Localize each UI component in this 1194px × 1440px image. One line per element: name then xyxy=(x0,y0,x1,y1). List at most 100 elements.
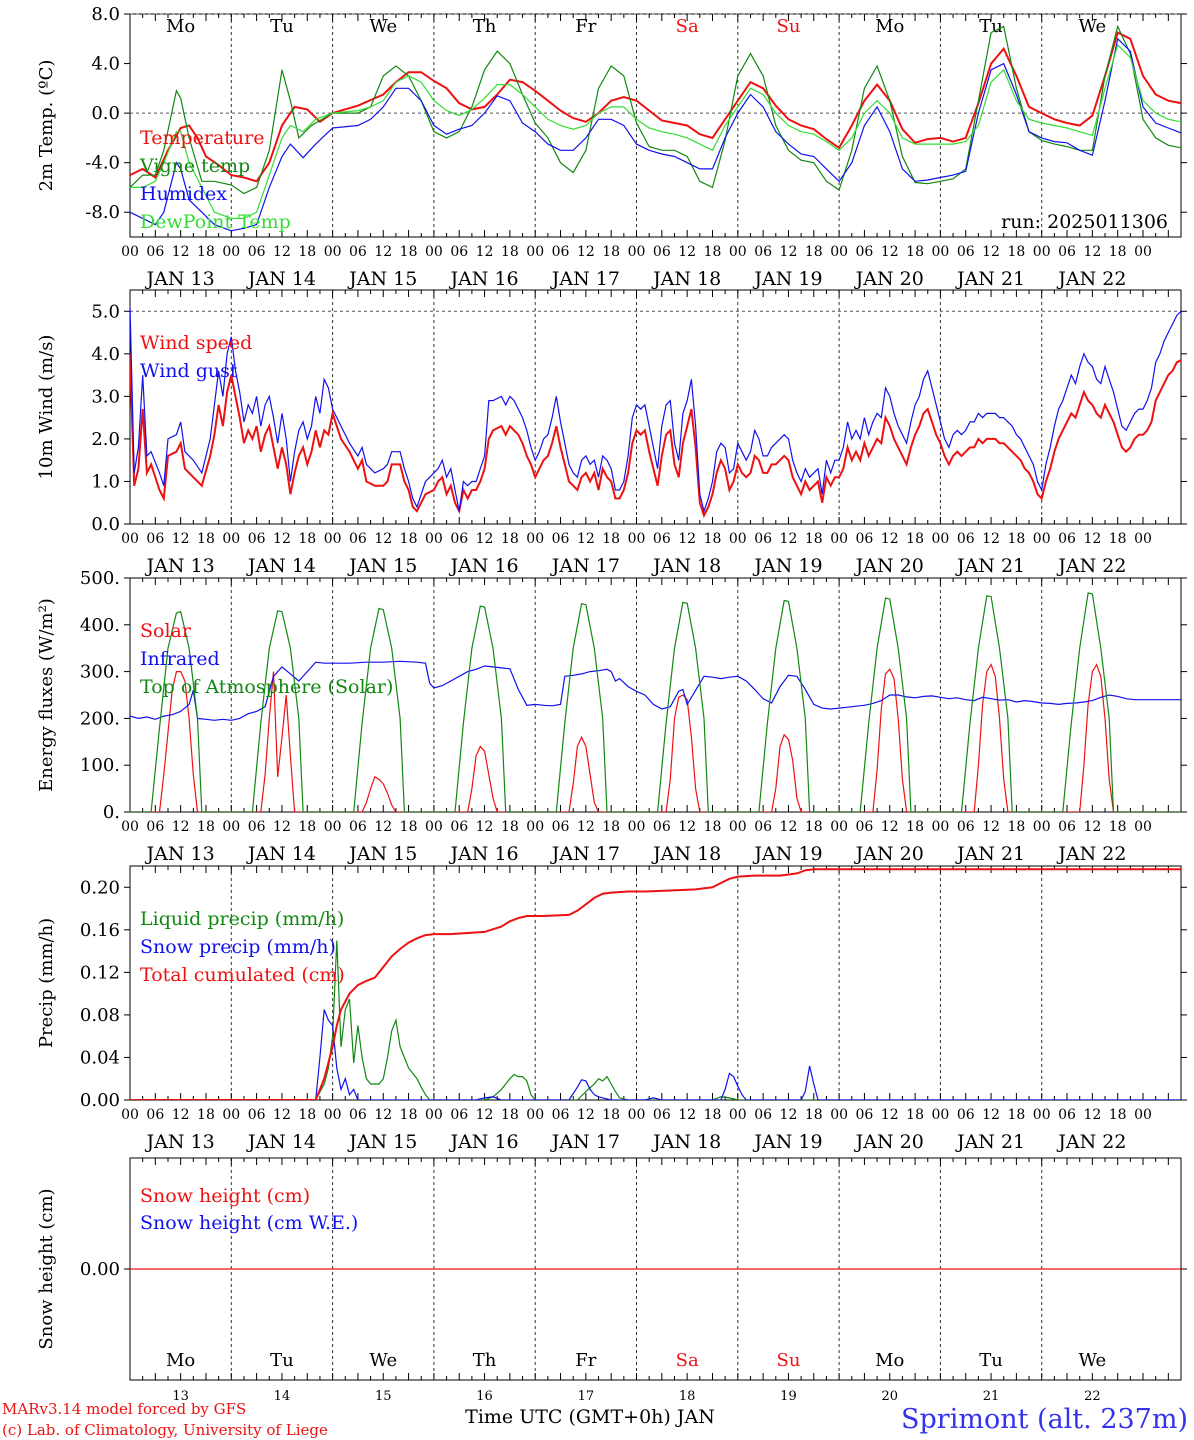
hour-tick-label: 18 xyxy=(805,1107,823,1123)
hour-tick-label: 18 xyxy=(602,244,620,260)
hour-tick-label: 06 xyxy=(450,531,468,547)
hour-tick-label: 00 xyxy=(1033,531,1051,547)
hour-tick-label: 12 xyxy=(273,244,291,260)
y-tick-label: 500. xyxy=(80,568,120,589)
hour-tick-label: 12 xyxy=(678,531,696,547)
hour-tick-label: 12 xyxy=(881,531,899,547)
series-line-wind-gust xyxy=(130,306,1181,514)
legend-entry: Total cumulated (cm) xyxy=(140,964,345,986)
hour-tick-label: 18 xyxy=(1007,531,1025,547)
y-axis-label: 2m Temp. (ºC) xyxy=(36,60,57,192)
date-label: JAN 20 xyxy=(854,843,924,865)
day-number-label: 13 xyxy=(172,1389,189,1404)
hour-tick-label: 00 xyxy=(628,819,646,835)
hour-tick-label: 00 xyxy=(830,531,848,547)
day-number-label: 17 xyxy=(578,1389,595,1404)
date-label: JAN 19 xyxy=(752,268,822,290)
hour-tick-label: 12 xyxy=(678,819,696,835)
hour-tick-label: 18 xyxy=(805,819,823,835)
hour-tick-label: 00 xyxy=(324,1107,342,1123)
day-number-label: 16 xyxy=(476,1389,493,1404)
hour-tick-label: 12 xyxy=(780,819,798,835)
hour-tick-label: 18 xyxy=(704,244,722,260)
date-label: JAN 22 xyxy=(1056,555,1126,577)
hour-tick-label: 18 xyxy=(197,531,215,547)
legend-entry: Wind gust xyxy=(140,360,238,382)
hour-tick-label: 12 xyxy=(374,531,392,547)
hour-tick-label: 12 xyxy=(780,244,798,260)
legend-entry: Top of Atmosphere (Solar) xyxy=(140,676,393,698)
date-label: JAN 22 xyxy=(1056,843,1126,865)
hour-tick-label: 06 xyxy=(552,244,570,260)
hour-tick-label: 06 xyxy=(349,819,367,835)
day-number-label: 22 xyxy=(1084,1389,1101,1404)
day-of-week-label: Mo xyxy=(166,16,195,37)
date-label: JAN 19 xyxy=(752,1131,822,1153)
y-tick-label: 2.0 xyxy=(91,429,120,450)
hour-tick-label: 12 xyxy=(881,244,899,260)
hour-tick-label: 00 xyxy=(121,244,139,260)
day-number-label: 14 xyxy=(274,1389,291,1404)
hour-tick-label: 00 xyxy=(1134,1107,1152,1123)
hour-tick-label: 18 xyxy=(602,531,620,547)
day-number-label: 15 xyxy=(375,1389,392,1404)
date-label: JAN 13 xyxy=(145,555,215,577)
day-number-label: 20 xyxy=(881,1389,898,1404)
hour-tick-label: 12 xyxy=(172,1107,190,1123)
legend-entry: Snow precip (mm/h) xyxy=(140,936,336,958)
hour-tick-label: 00 xyxy=(1134,244,1152,260)
y-tick-label: 0.16 xyxy=(80,920,120,941)
series-line-temperature xyxy=(130,31,1181,183)
date-label: JAN 20 xyxy=(854,1131,924,1153)
hour-tick-label: 06 xyxy=(653,1107,671,1123)
hour-tick-label: 18 xyxy=(704,819,722,835)
hour-tick-label: 18 xyxy=(298,819,316,835)
day-of-week-label: We xyxy=(1079,1350,1107,1371)
hour-tick-label: 18 xyxy=(400,244,418,260)
hour-tick-label: 06 xyxy=(957,244,975,260)
hour-tick-label: 18 xyxy=(400,1107,418,1123)
hour-tick-label: 00 xyxy=(931,1107,949,1123)
y-tick-label: 400. xyxy=(80,615,120,636)
day-of-week-label: Tu xyxy=(979,1350,1003,1371)
y-axis-label: Precip (mm/h) xyxy=(36,918,57,1048)
hour-tick-label: 12 xyxy=(374,819,392,835)
hour-tick-label: 18 xyxy=(298,531,316,547)
legend-entry: Snow height (cm W.E.) xyxy=(140,1212,358,1234)
hour-tick-label: 06 xyxy=(146,819,164,835)
hour-tick-label: 06 xyxy=(1058,1107,1076,1123)
date-label: JAN 20 xyxy=(854,555,924,577)
hour-tick-label: 06 xyxy=(653,531,671,547)
hour-tick-label: 12 xyxy=(678,1107,696,1123)
series-line-vigne-temp xyxy=(130,24,1181,195)
date-label: JAN 17 xyxy=(550,1131,620,1153)
hour-tick-label: 18 xyxy=(906,244,924,260)
hour-tick-label: 18 xyxy=(501,1107,519,1123)
hour-tick-label: 12 xyxy=(273,1107,291,1123)
hour-tick-label: 06 xyxy=(248,244,266,260)
day-number-label: 21 xyxy=(983,1389,1000,1404)
hour-tick-label: 06 xyxy=(653,819,671,835)
hour-tick-label: 12 xyxy=(780,531,798,547)
hour-tick-label: 12 xyxy=(374,1107,392,1123)
hour-tick-label: 00 xyxy=(628,244,646,260)
hour-tick-label: 18 xyxy=(1109,1107,1127,1123)
hour-tick-label: 18 xyxy=(906,819,924,835)
station-name: Sprimont (alt. 237m) xyxy=(901,1404,1188,1435)
series-line-wind-speed xyxy=(130,353,1181,519)
date-label: JAN 14 xyxy=(246,1131,316,1153)
hour-tick-label: 00 xyxy=(729,531,747,547)
hour-tick-label: 18 xyxy=(197,819,215,835)
hour-tick-label: 06 xyxy=(248,1107,266,1123)
date-label: JAN 17 xyxy=(550,268,620,290)
hour-tick-label: 06 xyxy=(349,531,367,547)
hour-tick-label: 06 xyxy=(856,819,874,835)
day-of-week-label: Tu xyxy=(979,16,1003,37)
hour-tick-label: 00 xyxy=(222,244,240,260)
day-of-week-label: Mo xyxy=(166,1350,195,1371)
hour-tick-label: 18 xyxy=(501,244,519,260)
series-line-solar xyxy=(130,663,1181,812)
series-line-top-of-atmosphere-solar- xyxy=(130,592,1181,812)
hour-tick-label: 06 xyxy=(856,244,874,260)
